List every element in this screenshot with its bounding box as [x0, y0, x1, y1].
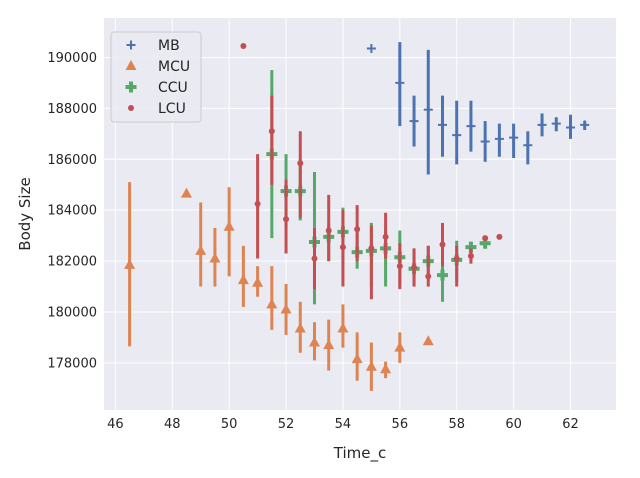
- data-point: [266, 298, 278, 309]
- legend-label-lcu: LCU: [158, 101, 186, 117]
- data-point: [339, 244, 346, 251]
- data-point: [209, 252, 221, 263]
- data-point: [509, 133, 519, 143]
- data-point: [494, 134, 504, 144]
- data-point: [354, 226, 361, 233]
- x-axis-label: Time_c: [333, 444, 386, 463]
- data-point: [437, 120, 447, 130]
- legend-marker-icon: [128, 105, 134, 111]
- data-point: [439, 241, 446, 248]
- data-point: [240, 43, 247, 49]
- y-tick-label: 186000: [47, 153, 97, 168]
- data-point: [565, 122, 575, 132]
- x-tick-label: 58: [448, 417, 465, 432]
- data-point: [467, 253, 474, 259]
- y-tick-label: 178000: [47, 356, 97, 371]
- data-point: [436, 269, 448, 281]
- data-point: [294, 322, 306, 333]
- legend: MB MCU CCU LCU: [110, 31, 202, 123]
- y-tick-label: 188000: [47, 102, 97, 117]
- legend-box: [110, 31, 202, 123]
- data-point: [351, 353, 363, 364]
- y-tick-label: 182000: [47, 255, 97, 270]
- data-point: [366, 44, 376, 54]
- series-mcu: [124, 182, 434, 391]
- data-point: [411, 264, 418, 271]
- data-point: [480, 136, 490, 146]
- data-point: [551, 119, 561, 129]
- data-point: [425, 273, 432, 280]
- legend-marker-ccu: [125, 81, 137, 93]
- series-mb: [366, 42, 590, 175]
- data-point: [308, 336, 320, 347]
- data-point: [382, 233, 389, 240]
- data-point: [580, 120, 590, 130]
- data-point: [537, 120, 547, 130]
- x-tick-label: 62: [562, 417, 579, 432]
- series-lcu: [240, 43, 503, 300]
- y-tick-label: 184000: [47, 204, 97, 219]
- data-point: [268, 128, 275, 135]
- x-tick-label: 48: [164, 417, 181, 432]
- data-point: [395, 78, 405, 88]
- y-tick-labels: 178000 180000 182000 184000 186000 188000 1900…: [47, 51, 97, 371]
- legend-marker-mcu: [125, 60, 137, 70]
- data-point: [523, 140, 533, 150]
- data-point: [466, 121, 476, 131]
- x-tick-label: 54: [335, 417, 352, 432]
- data-point: [325, 227, 332, 234]
- data-point: [423, 105, 433, 115]
- data-point: [453, 255, 460, 262]
- legend-marker-icon: [125, 81, 137, 93]
- data-point: [368, 245, 375, 252]
- y-tick-label: 190000: [47, 51, 97, 66]
- data-point: [409, 116, 419, 126]
- x-tick-label: 52: [278, 417, 295, 432]
- data-point: [422, 335, 434, 346]
- data-point: [337, 322, 349, 333]
- data-point: [280, 303, 292, 314]
- x-tick-labels: 46 48 50 52 54 56 58 60 62: [107, 417, 579, 432]
- data-point: [394, 341, 406, 352]
- data-point: [323, 339, 335, 350]
- data-point: [452, 130, 462, 140]
- data-point: [396, 263, 403, 270]
- series-layer: [124, 42, 590, 391]
- data-point: [252, 276, 264, 287]
- data-point: [496, 233, 503, 240]
- x-tick-label: 60: [505, 417, 522, 432]
- data-point: [195, 244, 207, 255]
- data-point: [237, 274, 249, 285]
- data-point: [365, 360, 377, 371]
- data-point: [223, 220, 235, 231]
- x-tick-label: 56: [392, 417, 409, 432]
- x-tick-label: 46: [107, 417, 124, 432]
- x-tick-label: 50: [221, 417, 238, 432]
- data-point: [479, 237, 491, 249]
- data-point: [124, 258, 136, 269]
- data-point: [482, 235, 489, 242]
- legend-label-ccu: CCU: [158, 80, 188, 96]
- legend-marker-icon: [125, 60, 137, 70]
- legend-label-mb: MB: [158, 38, 180, 54]
- data-point: [380, 363, 392, 374]
- data-point: [254, 200, 261, 207]
- data-point: [311, 255, 318, 262]
- legend-marker-lcu: [128, 105, 134, 111]
- data-point: [297, 160, 304, 167]
- data-point: [283, 216, 290, 223]
- legend-marker-mb: [126, 40, 136, 50]
- data-point: [180, 187, 192, 198]
- legend-marker-icon: [126, 40, 136, 50]
- y-axis-label: Body Size: [16, 177, 34, 250]
- y-tick-label: 180000: [47, 306, 97, 321]
- legend-label-mcu: MCU: [158, 59, 190, 75]
- data-point: [465, 241, 477, 253]
